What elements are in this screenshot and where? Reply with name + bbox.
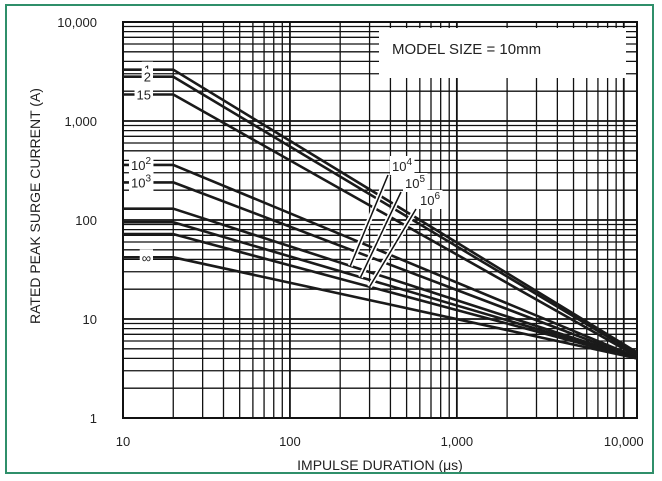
series-label: ∞ (142, 250, 151, 265)
series-callout-bg (403, 173, 428, 192)
series-callout-bg (418, 190, 443, 209)
x-tick-label: 100 (279, 434, 301, 449)
series-label-bg (141, 68, 153, 86)
x-tick-label: 1,000 (441, 434, 474, 449)
series-label: 15 (137, 88, 151, 103)
series-line-1 (123, 75, 638, 356)
series-line-0 (123, 68, 638, 354)
series-label-bg (134, 86, 153, 104)
x-tick-label: 10 (116, 434, 130, 449)
callout-leader (359, 191, 402, 278)
series-callout-label: 105 (405, 174, 425, 191)
y-tick-label: 1,000 (64, 114, 97, 129)
y-tick-label: 1 (90, 411, 97, 426)
series-label: 103 (131, 173, 151, 190)
grid (122, 21, 638, 419)
series-callout-bg (390, 156, 415, 175)
annotation-text: MODEL SIZE = 10mm (392, 41, 541, 58)
series-label: 102 (131, 156, 151, 173)
series-line-7 (123, 232, 638, 360)
x-tick-label: 10,000 (604, 434, 644, 449)
callout-leaders (348, 174, 419, 289)
series-callout-label: 106 (420, 191, 440, 208)
series-lines (123, 68, 638, 360)
y-axis-label: RATED PEAK SURGE CURRENT (A) (27, 88, 43, 324)
series-line-6 (123, 220, 638, 360)
tick-labels: 10 100 1,000 10,000 1 10 100 1,000 10,000 (57, 15, 643, 449)
y-tick-label: 100 (75, 213, 97, 228)
series-callout-label: 104 (392, 157, 412, 174)
annotation-box (379, 28, 626, 78)
series-label-bg (128, 172, 154, 192)
series-line-2 (123, 93, 638, 358)
callout-leader (368, 208, 417, 288)
series-line-5 (123, 207, 638, 360)
series-label-bg (139, 249, 153, 267)
y-tick-label: 10 (83, 312, 97, 327)
callout-leader (349, 174, 389, 267)
y-tick-label: 10,000 (57, 15, 97, 30)
x-axis-label: IMPULSE DURATION (μs) (297, 457, 463, 472)
series-label-bg (128, 154, 154, 174)
series-label: 2 (144, 70, 151, 85)
